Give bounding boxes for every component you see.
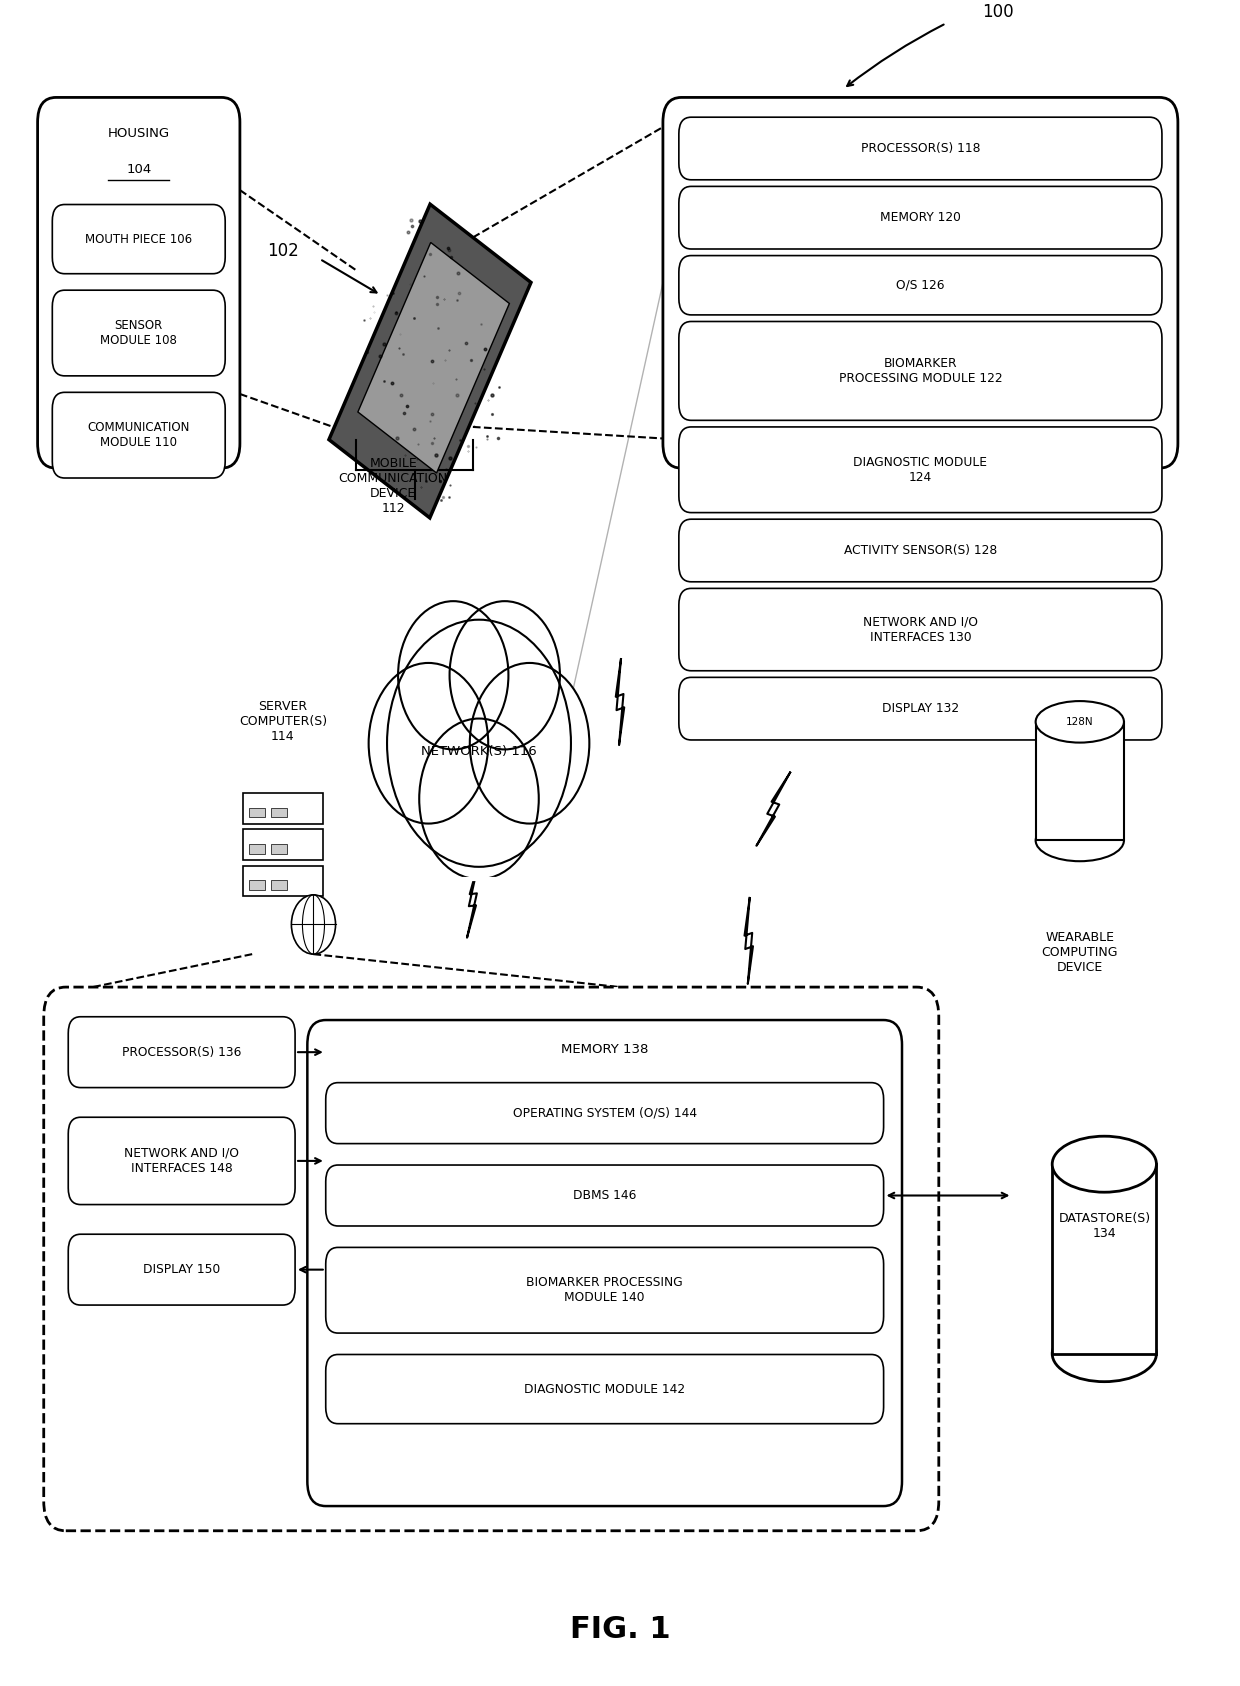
- Ellipse shape: [1035, 701, 1123, 742]
- Circle shape: [470, 663, 589, 823]
- Ellipse shape: [1053, 1325, 1157, 1381]
- FancyBboxPatch shape: [678, 256, 1162, 315]
- Text: COMMUNICATION
MODULE 110: COMMUNICATION MODULE 110: [88, 422, 190, 448]
- FancyBboxPatch shape: [68, 1118, 295, 1204]
- Bar: [243, 792, 322, 824]
- Circle shape: [368, 663, 489, 823]
- Polygon shape: [616, 659, 624, 745]
- FancyBboxPatch shape: [663, 98, 1178, 469]
- Text: DIAGNOSTIC MODULE 142: DIAGNOSTIC MODULE 142: [525, 1383, 686, 1396]
- FancyBboxPatch shape: [326, 1354, 884, 1423]
- Text: OPERATING SYSTEM (O/S) 144: OPERATING SYSTEM (O/S) 144: [512, 1106, 697, 1120]
- Circle shape: [398, 602, 508, 750]
- FancyBboxPatch shape: [678, 187, 1162, 250]
- Text: DISPLAY 150: DISPLAY 150: [143, 1263, 221, 1276]
- FancyBboxPatch shape: [678, 519, 1162, 582]
- Circle shape: [291, 895, 336, 954]
- Text: BIOMARKER PROCESSING
MODULE 140: BIOMARKER PROCESSING MODULE 140: [526, 1276, 683, 1305]
- Text: DBMS 146: DBMS 146: [573, 1189, 636, 1202]
- Text: BIOMARKER
PROCESSING MODULE 122: BIOMARKER PROCESSING MODULE 122: [838, 357, 1002, 384]
- Text: DATASTORE(S)
134: DATASTORE(S) 134: [1058, 1212, 1151, 1239]
- Text: DISPLAY 132: DISPLAY 132: [882, 701, 959, 715]
- Ellipse shape: [1035, 819, 1123, 862]
- FancyBboxPatch shape: [52, 204, 226, 273]
- Text: 104: 104: [126, 164, 151, 177]
- Text: DIAGNOSTIC MODULE
124: DIAGNOSTIC MODULE 124: [853, 455, 987, 484]
- FancyBboxPatch shape: [678, 588, 1162, 671]
- FancyBboxPatch shape: [678, 678, 1162, 740]
- Bar: [249, 808, 265, 818]
- Polygon shape: [329, 204, 531, 518]
- FancyBboxPatch shape: [308, 1020, 901, 1506]
- Text: SENSOR
MODULE 108: SENSOR MODULE 108: [100, 319, 177, 347]
- Text: WEARABLE
COMPUTING
DEVICE: WEARABLE COMPUTING DEVICE: [1042, 931, 1118, 975]
- Text: MOUTH PIECE 106: MOUTH PIECE 106: [86, 233, 192, 246]
- Bar: [272, 808, 288, 818]
- Bar: [272, 880, 288, 890]
- FancyBboxPatch shape: [678, 427, 1162, 513]
- Text: MOBILE
COMMUNICATION
DEVICE
112: MOBILE COMMUNICATION DEVICE 112: [339, 457, 448, 516]
- Bar: [1053, 1165, 1157, 1354]
- Text: HOUSING: HOUSING: [108, 126, 170, 140]
- Text: ACTIVITY SENSOR(S) 128: ACTIVITY SENSOR(S) 128: [843, 545, 997, 556]
- FancyBboxPatch shape: [326, 1248, 884, 1334]
- Text: MEMORY 120: MEMORY 120: [880, 211, 961, 224]
- Text: FIG. 1: FIG. 1: [569, 1615, 671, 1644]
- FancyBboxPatch shape: [68, 1017, 295, 1087]
- Text: NETWORK(S) 116: NETWORK(S) 116: [422, 745, 537, 759]
- Text: PROCESSOR(S) 118: PROCESSOR(S) 118: [861, 142, 980, 155]
- FancyBboxPatch shape: [52, 290, 226, 376]
- Text: MEMORY 138: MEMORY 138: [560, 1044, 649, 1055]
- Text: NETWORK AND I/O
INTERFACES 130: NETWORK AND I/O INTERFACES 130: [863, 615, 978, 644]
- Circle shape: [387, 620, 570, 867]
- FancyBboxPatch shape: [326, 1082, 884, 1143]
- FancyBboxPatch shape: [37, 98, 239, 469]
- Text: SERVER
COMPUTER(S)
114: SERVER COMPUTER(S) 114: [239, 700, 327, 744]
- Polygon shape: [358, 243, 510, 474]
- Bar: [249, 843, 265, 853]
- Ellipse shape: [1053, 1136, 1157, 1192]
- FancyBboxPatch shape: [52, 393, 226, 479]
- Text: O/S 126: O/S 126: [897, 278, 945, 292]
- Polygon shape: [744, 899, 753, 985]
- Circle shape: [450, 602, 560, 750]
- Text: NETWORK AND I/O
INTERFACES 148: NETWORK AND I/O INTERFACES 148: [124, 1146, 239, 1175]
- Text: 100: 100: [982, 3, 1013, 20]
- Bar: [1035, 722, 1123, 840]
- Polygon shape: [467, 862, 479, 937]
- Bar: [272, 843, 288, 853]
- Bar: [243, 865, 322, 897]
- Text: PROCESSOR(S) 136: PROCESSOR(S) 136: [122, 1045, 242, 1059]
- FancyBboxPatch shape: [678, 118, 1162, 180]
- Text: 128N: 128N: [1066, 717, 1094, 727]
- FancyBboxPatch shape: [43, 986, 939, 1531]
- Bar: [243, 830, 322, 860]
- Circle shape: [419, 718, 538, 878]
- FancyBboxPatch shape: [326, 1165, 884, 1226]
- Bar: [249, 880, 265, 890]
- Text: 102: 102: [267, 241, 299, 260]
- FancyBboxPatch shape: [68, 1234, 295, 1305]
- Polygon shape: [756, 772, 790, 846]
- FancyBboxPatch shape: [678, 322, 1162, 420]
